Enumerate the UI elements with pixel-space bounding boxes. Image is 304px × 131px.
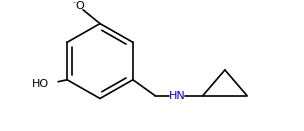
Text: HN: HN xyxy=(168,91,185,100)
Text: HO: HO xyxy=(32,79,49,89)
Text: O: O xyxy=(76,1,85,11)
